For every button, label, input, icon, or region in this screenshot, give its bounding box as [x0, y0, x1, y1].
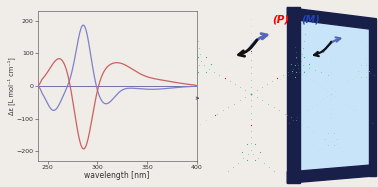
Text: (M): (M) [301, 14, 320, 24]
Polygon shape [287, 165, 376, 183]
Y-axis label: Δε [L mol⁻¹ cm⁻¹]: Δε [L mol⁻¹ cm⁻¹] [8, 57, 15, 115]
Polygon shape [287, 7, 376, 183]
Polygon shape [287, 7, 300, 183]
Text: (P): (P) [272, 14, 289, 24]
Polygon shape [369, 19, 376, 176]
X-axis label: wavelength [nm]: wavelength [nm] [85, 171, 150, 180]
Polygon shape [287, 7, 376, 30]
